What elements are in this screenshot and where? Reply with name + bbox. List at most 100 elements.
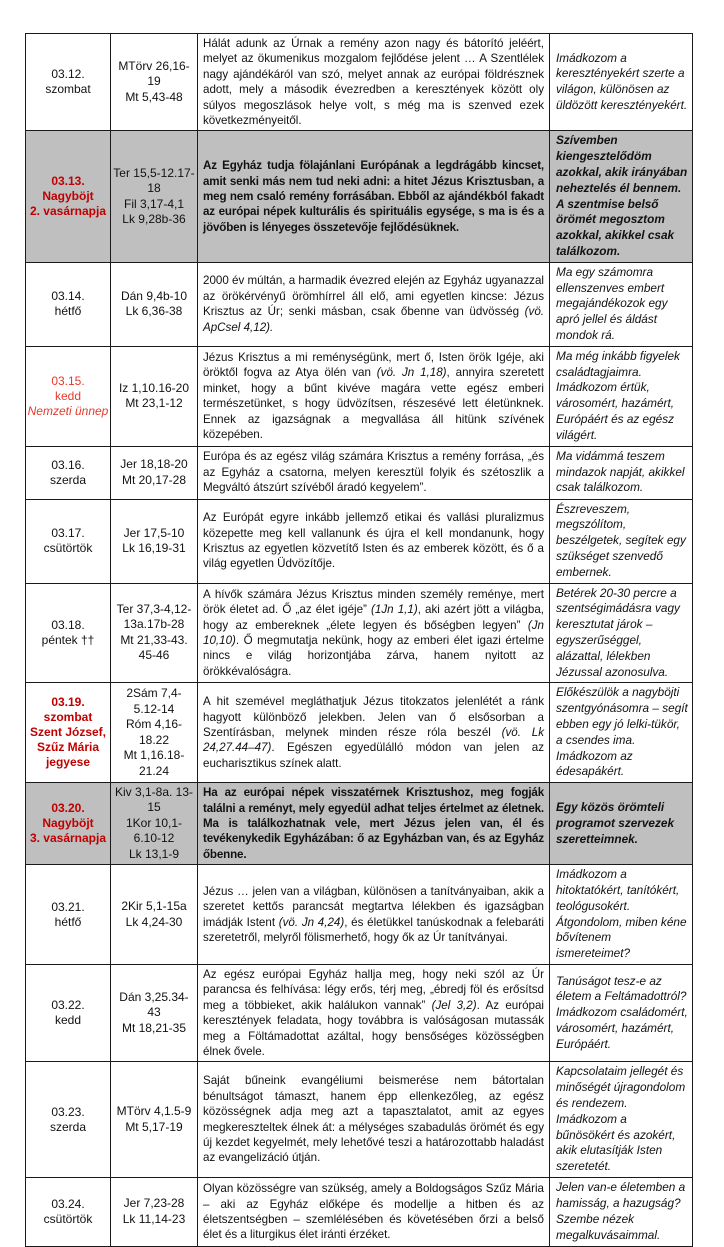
text-segment: Jézus … jelen van a világban, különösen …	[203, 884, 544, 929]
date-cell: 03.16. szerda	[25, 445, 111, 500]
date-line: szerda	[49, 1119, 87, 1134]
date-line: 3. vasárnapja	[29, 831, 107, 846]
scripture-ref-line: Mt 20,17-28	[121, 472, 187, 487]
scripture-refs-cell: Ter 15,5-12.17-18 Fil 3,17-4,1 Lk 9,28b-36	[110, 130, 198, 263]
scripture-ref-line: Fil 3,17-4,1	[123, 196, 185, 211]
scripture-ref-line: 13a.17b-28	[123, 617, 185, 632]
text-segment: A hit szemével megláthatjuk Jézus titokz…	[203, 695, 544, 740]
text-segment: (vö. ApCsel 4,12).	[203, 305, 544, 334]
scripture-ref-line: MTörv 26,16-19	[118, 58, 190, 89]
scripture-refs-cell: Kiv 3,1-8a. 13-15 1Kor 10,1-6.10-12 Lk 13,…	[110, 782, 198, 866]
table-row: 03.24. csütörtök Jer 7,23-28 Lk 11,14-23 O…	[25, 1176, 693, 1247]
date-line: 03.17.	[51, 526, 85, 541]
date-line: 03.21.	[51, 899, 85, 914]
table-row: 03.14. hétfő Dán 9,4b-10 Lk 6,36-38 2000 é…	[25, 261, 693, 347]
scripture-refs-cell: Iz 1,10.16-20 Mt 23,1-12	[110, 345, 198, 447]
date-line: hétfő	[54, 304, 82, 319]
prayer-intention-cell: Ma vidámmá teszem mindazok napját, akikk…	[549, 445, 693, 500]
prayer-intention-cell: Ma még inkább figyelek családtagjaimra. …	[549, 345, 693, 447]
scripture-ref-line: 2Sám 7,4-5.12-14	[126, 686, 182, 716]
date-line: 03.18.	[51, 617, 85, 632]
meditation-text-cell: 2000 év múltán, a harmadik évezred elejé…	[197, 261, 550, 347]
text-segment: , és életükkel tanúskodnak a felebaráti …	[203, 915, 544, 944]
date-line: 03.14.	[51, 289, 85, 304]
prayer-intention-cell: Jelen van-e életemben a hamisság, a hazu…	[549, 1176, 693, 1247]
table-body: 03.12. szombat MTörv 26,16-19 Mt 5,43-48 H…	[25, 32, 693, 1247]
prayer-intention-cell: Szívemben kiengesztelődöm azokkal, akik …	[549, 130, 693, 263]
meditation-text-cell: Hálát adunk az Úrnak a remény azon nagy …	[197, 32, 550, 132]
scripture-ref-line: Lk 6,36-38	[125, 304, 183, 319]
text-segment: (vö. Lk 24,27.44–47)	[203, 726, 544, 755]
scripture-ref-line: Róm 4,16-18.22	[125, 717, 183, 747]
prayer-intention-cell: Ma egy számomra ellenszenves embert mega…	[549, 261, 693, 347]
scripture-ref-line: Lk 11,14-23	[122, 1211, 186, 1226]
scripture-ref-line: Mt 21,33-43.	[120, 632, 188, 647]
text-segment: Saját bűneink evangéliumi beismerése nem…	[203, 1074, 544, 1165]
scripture-ref-line: Lk 4,24-30	[125, 914, 183, 929]
table-row: 03.23. szerda MTörv 4,1.5-9 Mt 5,17-19 Saj…	[25, 1061, 693, 1178]
date-line: 03.12.	[51, 67, 85, 82]
date-line: Nagyböjt	[42, 816, 94, 831]
scripture-ref-line: Mt 18,21-35	[121, 1020, 187, 1035]
date-cell: 03.15. kedd Nemzeti ünnep	[25, 345, 111, 447]
scripture-refs-cell: Dán 3,25.34-43 Mt 18,21-35	[110, 963, 198, 1063]
text-segment: A hívők számára Jézus Krisztus minden sz…	[203, 587, 544, 617]
scripture-ref-line: Mt 5,43-48	[125, 89, 183, 104]
text-segment: (1Jn 1,1)	[371, 603, 418, 617]
table-row: 03.22. kedd Dán 3,25.34-43 Mt 18,21-35 Az …	[25, 963, 693, 1063]
scripture-ref-line: Mt 5,17-19	[125, 1119, 183, 1134]
text-segment: Ha az európai népek visszatérnek Krisztu…	[203, 786, 544, 861]
text-segment: Jézus Krisztus a mi reménységünk, mert ő…	[203, 350, 544, 380]
scripture-ref-line: 45-46	[138, 648, 170, 663]
scripture-refs-cell: MTörv 4,1.5-9 Mt 5,17-19	[110, 1061, 198, 1178]
date-line: csütörtök	[43, 1211, 93, 1226]
date-line: Szent József,	[29, 725, 107, 740]
date-line: 2. vasárnapja	[29, 204, 107, 219]
date-line: 03.23.	[51, 1104, 85, 1119]
scripture-refs-cell: MTörv 26,16-19 Mt 5,43-48	[110, 32, 198, 132]
prayer-intention-cell: Betérek 20-30 percre a szentségimádásra …	[549, 582, 693, 684]
text-segment: (Jn 10,10)	[203, 618, 544, 647]
date-cell: 03.18. péntek ††	[25, 582, 111, 684]
scripture-ref-line: Dán 9,4b-10	[120, 288, 188, 303]
prayer-intention-cell: Tanúságot tesz-e az életem a Feltámadott…	[549, 963, 693, 1063]
scripture-ref-line: Dán 3,25.34-43	[119, 989, 189, 1020]
scripture-ref-line: 1Kor 10,1-6.10-12	[125, 815, 183, 846]
date-cell: 03.23. szerda	[25, 1061, 111, 1178]
date-line: csütörtök	[43, 541, 93, 556]
text-segment: , aki azért jött a világba, hogy az embe…	[203, 603, 544, 632]
text-segment: (Jel 3,2)	[431, 998, 477, 1012]
scripture-ref-line: Lk 16,19-31	[122, 541, 186, 556]
table-row: 03.16. szerda Jer 18,18-20 Mt 20,17-28 Eur…	[25, 445, 693, 500]
text-segment: . Ő megmutatja nekünk, hogy az emberi él…	[203, 633, 544, 678]
date-cell: 03.20. Nagyböjt 3. vasárnapja	[25, 782, 111, 866]
date-cell: 03.22. kedd	[25, 963, 111, 1063]
scripture-ref-line: Ter 37,3-4,12-	[116, 601, 192, 616]
scripture-ref-line: Jer 17,5-10	[123, 525, 185, 540]
meditation-text-cell: A hit szemével megláthatjuk Jézus titokz…	[197, 682, 550, 784]
document-page: 03.12. szombat MTörv 26,16-19 Mt 5,43-48 H…	[25, 32, 693, 1247]
date-line: 03.16.	[51, 457, 85, 472]
text-segment: . Egészen egyedülálló módon van jelen az…	[203, 741, 544, 770]
scripture-refs-cell: Jer 18,18-20 Mt 20,17-28	[110, 445, 198, 500]
table-row: 03.17. csütörtök Jer 17,5-10 Lk 16,19-31 A…	[25, 498, 693, 584]
date-cell: 03.24. csütörtök	[25, 1176, 111, 1247]
text-segment: (vö. Jn 4,24)	[278, 915, 345, 929]
date-line: 03.22.	[51, 998, 85, 1013]
scripture-ref-line: Lk 13,1-9	[128, 846, 180, 861]
date-line: 03.13.	[51, 174, 85, 189]
date-line: 03.24.	[51, 1196, 85, 1211]
meditation-text-cell: A hívők számára Jézus Krisztus minden sz…	[197, 582, 550, 684]
date-line: Nagyböjt	[42, 189, 94, 204]
text-segment: Az Egyház tudja fölajánlani Európának a …	[203, 159, 544, 234]
meditation-text-cell: Ha az európai népek visszatérnek Krisztu…	[197, 782, 550, 866]
text-segment: , annyira szeretett minket, hogy a bűnt …	[203, 366, 544, 441]
scripture-ref-line: Ter 15,5-12.17-18	[113, 165, 195, 196]
table-row: 03.15. kedd Nemzeti ünnep Iz 1,10.16-20 Mt …	[25, 345, 693, 447]
date-line: szerda	[49, 472, 87, 487]
text-segment: Olyan közösségre van szükség, amely a Bo…	[203, 1182, 544, 1242]
text-segment: (vö. Jn 1,18)	[376, 366, 447, 380]
lenten-calendar-table: 03.12. szombat MTörv 26,16-19 Mt 5,43-48 H…	[25, 32, 693, 1247]
date-cell: 03.12. szombat	[25, 32, 111, 132]
date-line: kedd	[54, 1013, 82, 1028]
